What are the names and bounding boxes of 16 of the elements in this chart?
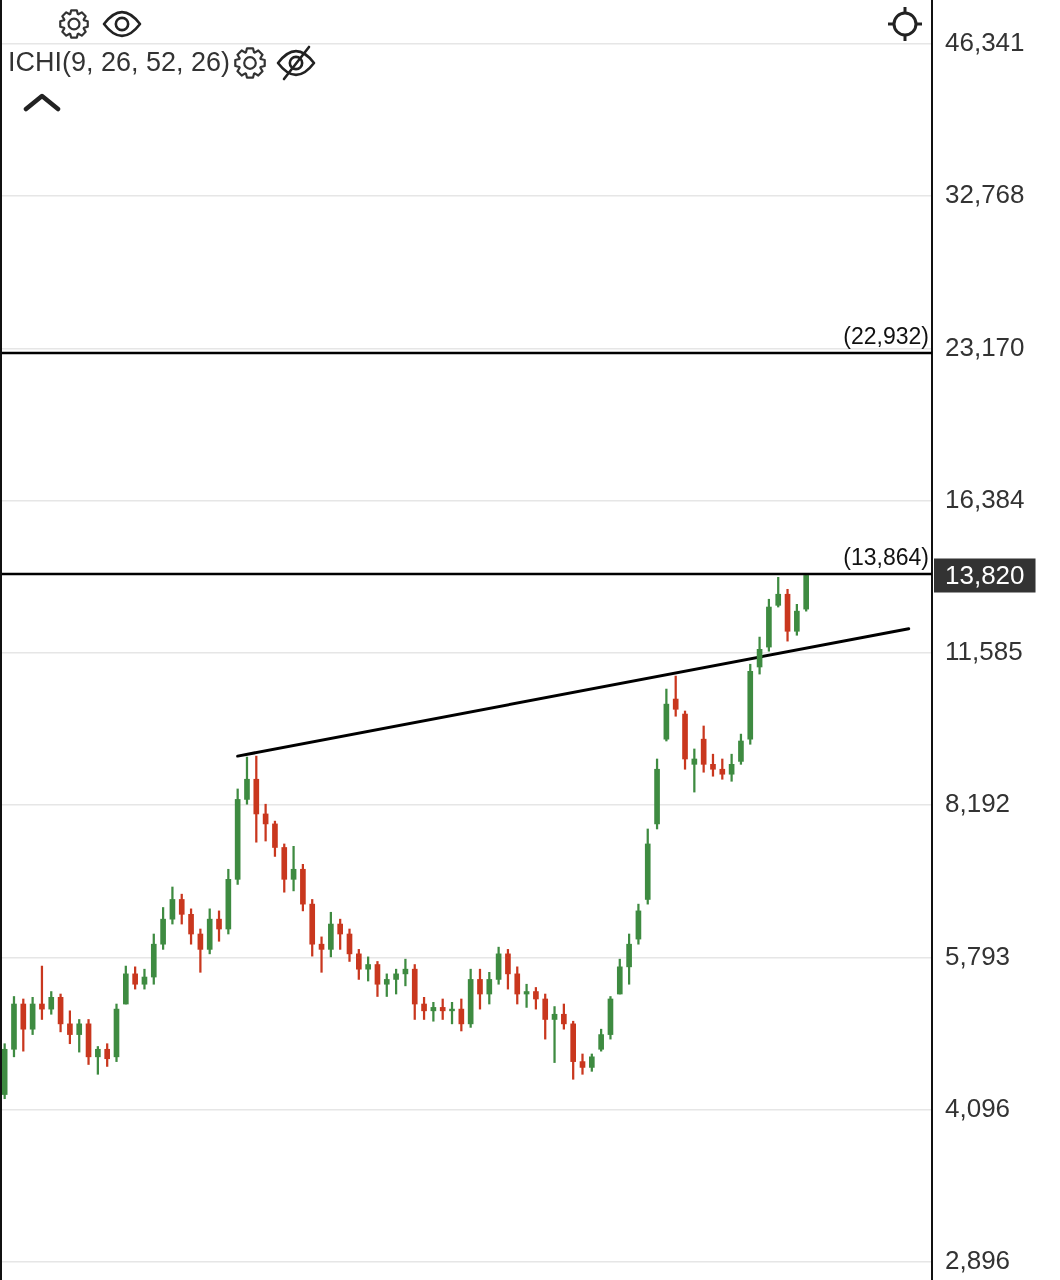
ref-line-label: (13,864) <box>843 543 929 570</box>
ref-line-label: (22,932) <box>843 322 929 349</box>
y-tick-label: 8,192 <box>945 788 1011 819</box>
y-tick-label: 11,585 <box>945 636 1023 667</box>
y-tick-label: 4,096 <box>945 1092 1011 1123</box>
y-tick-label: 16,384 <box>945 483 1025 514</box>
candlestick <box>290 845 297 892</box>
y-tick-label: 23,170 <box>945 331 1025 362</box>
y-tick-label: 5,793 <box>945 940 1011 971</box>
candlestick <box>318 936 325 973</box>
y-tick-label: 32,768 <box>945 179 1025 210</box>
y-tick-label: 46,341 <box>945 26 1025 57</box>
text: 13,820 <box>945 559 1025 590</box>
y-tick-label: 2,896 <box>945 1245 1011 1276</box>
candlestick <box>551 1006 558 1063</box>
annotation: ICHI(9, 26, 52, 26) <box>8 46 231 79</box>
